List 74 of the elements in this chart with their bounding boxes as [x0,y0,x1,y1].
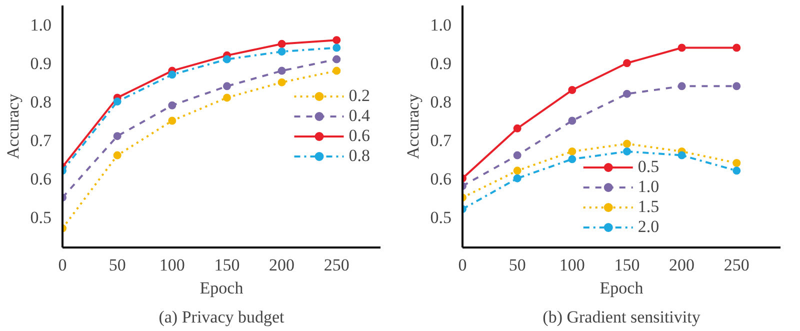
y-tick-label: 0.7 [30,130,52,150]
point [732,82,741,90]
x-tick-label: 150 [214,256,240,274]
point [568,116,576,125]
point [332,66,341,75]
point [113,151,122,160]
y-tick-label: 0.9 [430,54,452,74]
x-tick-label: 250 [724,256,750,274]
point [332,36,341,44]
point [513,166,522,175]
y-tick-label: 1.0 [30,16,52,35]
point [622,147,631,156]
x-axis-title: Epoch [600,278,644,298]
x-tick-label: 200 [669,256,695,274]
point [678,44,686,52]
legend-label: 0.6 [348,126,370,146]
text: (b) Gradient sensitivity [542,308,701,326]
point [513,151,522,160]
x-tick-label: 0 [458,256,467,274]
point [622,59,631,68]
point [732,166,741,175]
y-tick-label: 0.6 [30,169,52,188]
point [678,151,686,160]
point [568,86,576,94]
x-tick-label: 50 [108,256,126,274]
x-tick-label: 100 [559,256,585,274]
point [622,90,631,98]
x-tick-label: 100 [159,256,185,274]
point [513,124,522,132]
point [332,44,341,52]
point [732,44,741,52]
legend-label: 1.0 [638,177,660,197]
y-tick-label: 0.5 [430,208,452,227]
y-tick-label: 0.5 [30,208,52,227]
point [278,48,286,56]
point [513,174,522,182]
point [278,78,286,86]
y-tick-label: 1.0 [430,16,452,35]
x-tick-label: 250 [324,256,350,274]
text: (a) Privacy budget [158,308,285,326]
point [168,101,176,110]
legend-label: 0.8 [348,146,370,166]
legend-label: 1.5 [638,197,660,217]
legend-label: 2.0 [638,217,660,237]
point [678,82,686,90]
point [168,70,176,79]
x-tick-label: 50 [508,256,526,274]
y-tick-label: 0.9 [30,54,52,74]
point [568,155,576,164]
x-tick-label: 200 [269,256,295,274]
point [278,66,286,75]
legend-label: 0.4 [348,106,370,126]
y-tick-label: 0.8 [30,92,52,112]
y-axis-title: Accuracy [403,93,422,160]
point [568,147,576,156]
point [222,94,231,102]
x-axis-title: Epoch [200,278,244,298]
x-tick-label: 150 [614,256,640,274]
x-tick-label: 0 [58,256,67,274]
point [332,55,341,64]
point [168,116,176,125]
y-tick-label: 0.7 [430,130,452,150]
point [278,40,286,48]
point [222,55,231,64]
point [732,159,741,167]
y-tick-label: 0.8 [430,92,452,112]
point [622,140,631,148]
y-axis-title: Accuracy [3,93,22,160]
y-tick-label: 0.6 [430,169,452,188]
point [113,98,122,106]
legend-label: 0.5 [638,157,660,177]
point [222,82,231,90]
legend-label: 0.2 [348,86,370,106]
point [113,132,122,140]
